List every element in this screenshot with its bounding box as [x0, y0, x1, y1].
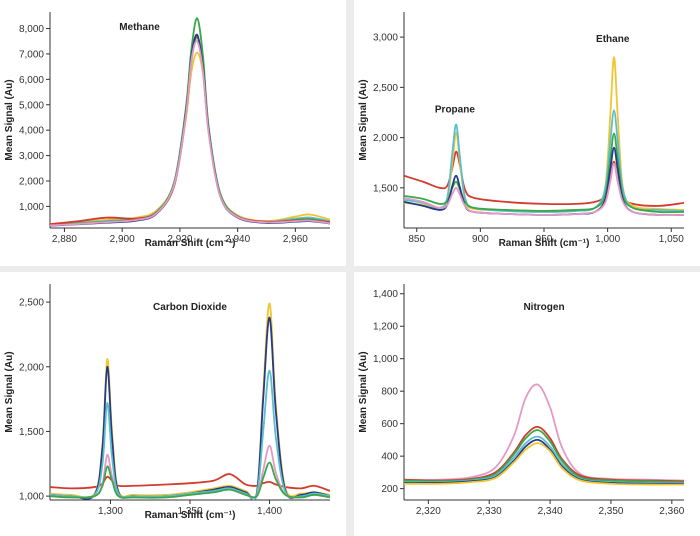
x-axis-title: Raman Shift (cm⁻¹)	[145, 238, 236, 249]
series-line-green	[50, 17, 330, 227]
chart-panel-methane: 1,000 2,000 3,000 4,000 5,000 6,000 7,000 8,000…	[0, 0, 346, 266]
x-tick-label: 1,400	[257, 506, 282, 517]
series-line-green	[404, 429, 684, 484]
y-tick-label: 400	[381, 452, 398, 463]
chart-panel-propane-ethane: 1,500 2,000 2,500 3,000 850 900 950 1,000 1,050 M…	[354, 0, 700, 266]
y-tick-label: 1,000	[19, 202, 44, 213]
x-tick-label: 1,350	[177, 506, 202, 517]
y-tick-label: 1,500	[373, 183, 398, 194]
x-tick-label: 2,320	[416, 506, 441, 517]
y-tick-label: 8,000	[19, 24, 44, 35]
x-tick-label: 850	[408, 234, 425, 245]
x-tick-label: 950	[536, 234, 553, 245]
series-line-green	[50, 461, 330, 499]
y-axis-title: Mean Signal (Au)	[358, 79, 369, 160]
y-tick-label: 3,000	[19, 151, 44, 162]
y-tick-label: 4,000	[19, 126, 44, 137]
x-tick-label: 2,880	[52, 234, 77, 245]
y-tick-label: 5,000	[19, 100, 44, 111]
methane-chart: 1,000 2,000 3,000 4,000 5,000 6,000 7,000 8,000…	[4, 12, 330, 249]
y-tick-label: 1,200	[373, 322, 398, 333]
peak-annotation: Ethane	[596, 34, 630, 45]
y-axis-title: Mean Signal (Au)	[4, 79, 15, 160]
chart-title: Nitrogen	[523, 302, 564, 313]
series-line-yellow	[404, 442, 684, 486]
x-tick-label: 2,340	[538, 506, 563, 517]
series-group	[50, 302, 330, 500]
x-tick-label: 900	[472, 234, 489, 245]
series-line-pink	[404, 383, 684, 482]
peak-annotation: Propane	[435, 104, 475, 115]
y-tick-label: 2,000	[373, 133, 398, 144]
y-tick-label: 600	[381, 419, 398, 430]
y-tick-label: 3,000	[373, 33, 398, 44]
series-line-teal	[50, 369, 330, 500]
chart-panel-carbon-dioxide: 1,000 1,500 2,000 2,500 1,300 1,350 1,400 Mean …	[0, 272, 346, 536]
chart-title: Carbon Dioxide	[153, 302, 227, 313]
y-tick-label: 200	[381, 484, 398, 495]
y-tick-label: 800	[381, 387, 398, 398]
propane-ethane-chart: 1,500 2,000 2,500 3,000 850 900 950 1,000 1,050 M…	[358, 12, 684, 249]
x-tick-label: 1,050	[659, 234, 684, 245]
chart-panel-nitrogen: 200 400 600 800 1,000 1,200 1,400 2,320 2,330 2,3…	[354, 272, 700, 536]
y-axis-title: Mean Signal (Au)	[4, 351, 15, 432]
y-axis-title: Mean Signal (Au)	[358, 351, 369, 432]
x-tick-label: 2,330	[477, 506, 502, 517]
series-line-navy	[50, 33, 330, 227]
series-group	[50, 17, 330, 227]
y-tick-label: 1,500	[19, 427, 44, 438]
x-axis-title: Raman Shift (cm⁻¹)	[499, 238, 590, 249]
y-tick-label: 2,500	[19, 298, 44, 309]
series-line-red	[404, 150, 684, 207]
x-tick-label: 2,960	[283, 234, 308, 245]
series-line-navy	[50, 316, 330, 500]
x-tick-label: 2,350	[598, 506, 623, 517]
y-tick-label: 7,000	[19, 49, 44, 60]
y-tick-label: 6,000	[19, 75, 44, 86]
x-tick-label: 2,940	[225, 234, 250, 245]
nitrogen-chart: 200 400 600 800 1,000 1,200 1,400 2,320 2,330 2,3…	[358, 284, 685, 517]
series-line-red	[50, 473, 330, 492]
y-tick-label: 2,000	[19, 176, 44, 187]
y-tick-label: 1,400	[373, 289, 398, 300]
x-tick-label: 1,300	[98, 506, 123, 517]
y-tick-label: 2,500	[373, 83, 398, 94]
x-tick-label: 1,000	[595, 234, 620, 245]
peak-annotation: Methane	[119, 22, 160, 33]
x-tick-label: 2,920	[167, 234, 192, 245]
series-line-yellow	[50, 302, 330, 500]
x-axis-title: Raman Shift (cm⁻¹)	[145, 510, 236, 521]
series-line-pink	[50, 444, 330, 499]
x-tick-label: 2,900	[110, 234, 135, 245]
y-tick-label: 1,000	[19, 492, 44, 503]
series-line-teal	[404, 109, 684, 213]
y-tick-label: 1,000	[373, 354, 398, 365]
series-line-pink	[50, 40, 330, 227]
series-group	[404, 56, 684, 217]
series-group	[404, 383, 684, 486]
y-tick-label: 2,000	[19, 362, 44, 373]
series-line-pink	[404, 162, 684, 217]
carbon-dioxide-chart: 1,000 1,500 2,000 2,500 1,300 1,350 1,400 Mean …	[4, 284, 330, 521]
x-tick-label: 2,360	[659, 506, 684, 517]
